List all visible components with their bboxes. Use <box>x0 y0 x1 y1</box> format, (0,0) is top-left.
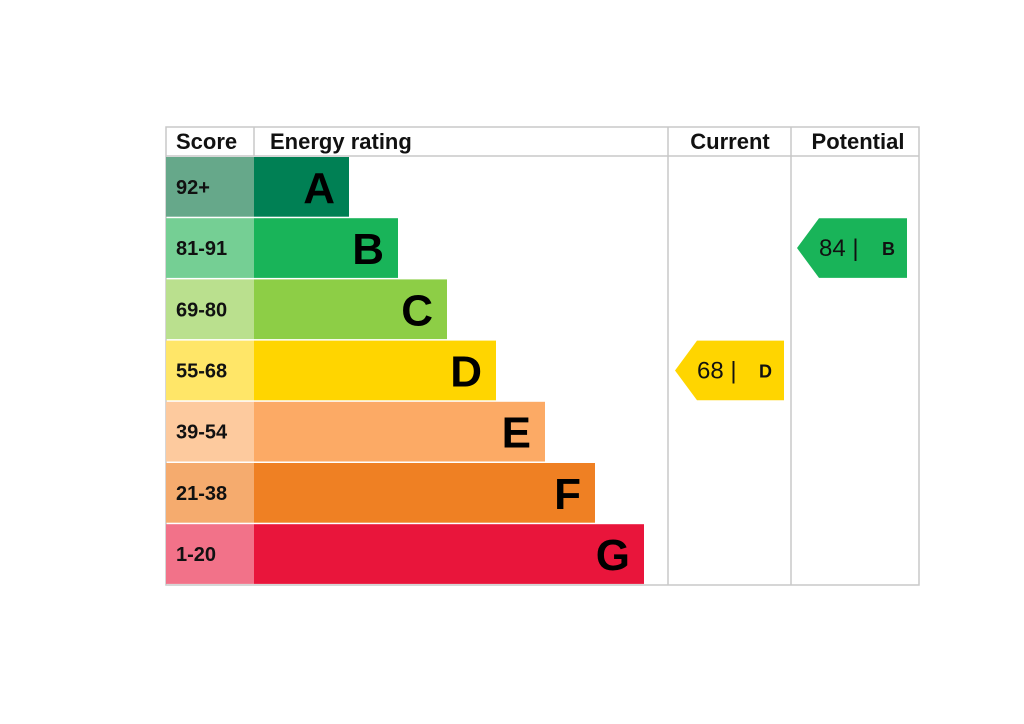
score-range-a: 92+ <box>176 177 210 199</box>
header-energy-rating: Energy rating <box>270 129 412 154</box>
score-range-c: 69-80 <box>176 299 227 321</box>
band-bar-b <box>254 218 398 278</box>
band-letter-c: C <box>401 286 433 335</box>
band-letter-f: F <box>554 470 581 519</box>
score-cell-e <box>166 401 254 462</box>
band-letter-e: E <box>502 409 531 458</box>
potential-band-letter: B <box>882 239 895 259</box>
band-bar-a <box>254 157 349 217</box>
current-score-value: 68 | <box>697 357 737 384</box>
band-bar-d <box>254 340 496 401</box>
current-rating-marker <box>675 340 784 401</box>
band-bar-e <box>254 401 545 462</box>
band-bar-c <box>254 279 447 340</box>
band-letter-a: A <box>303 164 335 213</box>
band-bar-g <box>254 524 644 584</box>
potential-rating-marker <box>797 218 907 278</box>
score-cell-c <box>166 279 254 340</box>
current-band-letter: D <box>759 361 772 381</box>
score-range-b: 81-91 <box>176 238 227 260</box>
score-cell-d <box>166 340 254 401</box>
band-bar-f <box>254 463 595 523</box>
score-cell-a <box>166 157 254 217</box>
header-potential: Potential <box>812 129 905 154</box>
potential-score-value: 84 | <box>819 235 859 262</box>
score-range-g: 1-20 <box>176 544 216 566</box>
header-current: Current <box>690 129 770 154</box>
score-range-f: 21-38 <box>176 483 227 505</box>
rating-bands: 92+ A 81-91 B 69-80 C 55-68 D 39-54 E 21-38 F 1-20 G <box>166 157 644 584</box>
band-letter-d: D <box>450 347 482 396</box>
score-range-e: 39-54 <box>176 422 228 444</box>
score-cell-g <box>166 524 254 584</box>
rating-markers: 68 | D 84 | B <box>675 218 907 401</box>
band-letter-g: G <box>596 531 630 580</box>
header-score: Score <box>176 129 237 154</box>
band-letter-b: B <box>352 225 384 274</box>
score-cell-f <box>166 463 254 523</box>
score-range-d: 55-68 <box>176 360 227 382</box>
score-cell-b <box>166 218 254 278</box>
